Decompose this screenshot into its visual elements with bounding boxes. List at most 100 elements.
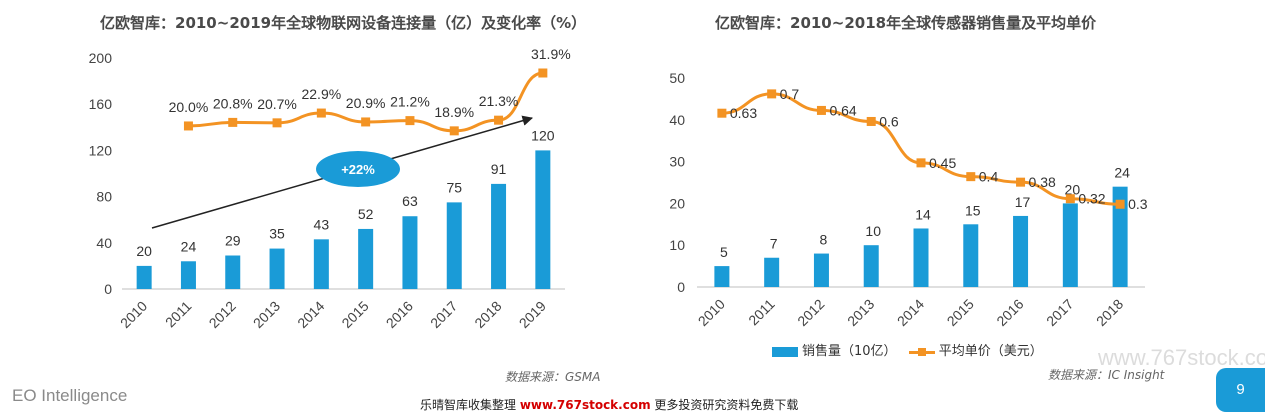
avg-price-label: 0.32 bbox=[1078, 191, 1105, 207]
chart-title-sensors: 亿欧智库：2010~2018年全球传感器销售量及平均单价 bbox=[715, 14, 1097, 32]
bar bbox=[963, 224, 979, 287]
bar bbox=[535, 150, 551, 289]
avg-price-label: 0.38 bbox=[1029, 174, 1056, 190]
source-note-gsma: 数据来源：GSMA bbox=[505, 370, 601, 384]
avg-price-label: 0.6 bbox=[879, 113, 899, 129]
y-tick-label: 80 bbox=[96, 189, 112, 205]
bar bbox=[491, 183, 507, 289]
x-tick-label: 2015 bbox=[338, 298, 371, 331]
x-tick-label: 2011 bbox=[745, 296, 778, 329]
avg-price-label: 0.64 bbox=[829, 102, 856, 118]
avg-price-marker bbox=[767, 89, 777, 99]
bar-value-label: 14 bbox=[915, 206, 931, 222]
avg-price-marker bbox=[1065, 194, 1075, 204]
growth-rate-label: 20.8% bbox=[213, 95, 253, 111]
y-tick-label: 160 bbox=[89, 96, 113, 112]
bar-value-label: 75 bbox=[446, 179, 462, 195]
avg-price-label: 0.7 bbox=[780, 86, 800, 102]
growth-rate-label: 21.3% bbox=[479, 93, 519, 109]
bar bbox=[813, 253, 829, 287]
legend-item-sales: 销售量（10亿） bbox=[772, 340, 897, 359]
bar bbox=[1112, 186, 1128, 287]
bar bbox=[358, 228, 374, 289]
bar-value-label: 63 bbox=[402, 193, 418, 209]
legend-item-price: 平均单价（美元） bbox=[908, 340, 1043, 359]
avg-price-marker bbox=[1115, 199, 1125, 209]
x-tick-label: 2010 bbox=[117, 298, 150, 331]
bar-value-label: 20 bbox=[1065, 181, 1081, 197]
avg-price-marker bbox=[866, 116, 876, 126]
x-tick-label: 2013 bbox=[250, 298, 283, 331]
footer-note-prefix: 乐晴智库收集整理 bbox=[420, 398, 517, 412]
bar-value-label: 120 bbox=[531, 127, 555, 143]
bar bbox=[136, 265, 152, 289]
x-tick-label: 2017 bbox=[427, 298, 460, 331]
growth-rate-marker bbox=[228, 117, 238, 127]
x-tick-label: 2012 bbox=[206, 298, 239, 331]
bar-value-label: 43 bbox=[314, 216, 330, 232]
bar-value-label: 15 bbox=[965, 202, 981, 218]
x-tick-label: 2018 bbox=[471, 298, 504, 331]
x-tick-label: 2015 bbox=[944, 296, 977, 329]
growth-rate-marker bbox=[272, 118, 282, 128]
bar bbox=[863, 245, 879, 287]
footer-note-suffix: 更多投资研究资料免费下载 bbox=[654, 398, 799, 412]
bar bbox=[1062, 203, 1078, 287]
bar bbox=[714, 266, 730, 287]
avg-price-line bbox=[721, 92, 1121, 206]
bar bbox=[764, 257, 780, 287]
footer-url[interactable]: www.767stock.com bbox=[519, 398, 651, 412]
bar bbox=[180, 261, 196, 289]
bar-value-label: 24 bbox=[181, 238, 197, 254]
bar-value-label: 52 bbox=[358, 206, 374, 222]
x-tick-label: 2016 bbox=[993, 296, 1026, 329]
y-tick-label: 120 bbox=[89, 142, 113, 158]
bar-value-label: 17 bbox=[1015, 194, 1031, 210]
y-tick-label: 200 bbox=[89, 50, 113, 66]
y-tick-label: 10 bbox=[669, 237, 685, 253]
bar bbox=[313, 239, 329, 289]
x-tick-label: 2013 bbox=[844, 296, 877, 329]
bar-value-label: 8 bbox=[820, 232, 828, 248]
bar-value-label: 35 bbox=[269, 226, 285, 242]
avg-price-label: 0.45 bbox=[929, 155, 956, 171]
growth-rate-marker bbox=[449, 126, 459, 136]
growth-rate-label: 20.0% bbox=[169, 99, 209, 115]
x-tick-label: 2016 bbox=[383, 298, 416, 331]
avg-price-label: 0.4 bbox=[979, 169, 999, 185]
growth-rate-label: 20.9% bbox=[346, 95, 386, 111]
growth-rate-marker bbox=[494, 115, 504, 125]
legend: 销售量（10亿） 平均单价（美元） bbox=[772, 340, 1051, 359]
legend-bar-swatch bbox=[772, 346, 798, 357]
x-tick-label: 2014 bbox=[894, 296, 927, 329]
y-tick-label: 20 bbox=[669, 195, 685, 211]
page-number-badge: 9 bbox=[1216, 368, 1265, 412]
chart-title-iot: 亿欧智库：2010~2019年全球物联网设备连接量（亿）及变化率（%） bbox=[100, 14, 587, 32]
avg-price-marker bbox=[966, 172, 976, 182]
growth-rate-marker bbox=[183, 121, 193, 131]
bar bbox=[446, 202, 462, 289]
growth-rate-label: 22.9% bbox=[301, 86, 341, 102]
bar-value-label: 20 bbox=[136, 243, 152, 259]
bar bbox=[269, 248, 285, 289]
bar-value-label: 7 bbox=[770, 236, 778, 252]
growth-rate-marker bbox=[538, 68, 548, 78]
growth-rate-marker bbox=[405, 116, 415, 126]
bar-value-label: 24 bbox=[1114, 165, 1130, 181]
bar-value-label: 5 bbox=[720, 244, 728, 260]
cagr-badge-label: +22% bbox=[341, 162, 375, 177]
x-tick-label: 2017 bbox=[1043, 296, 1076, 329]
avg-price-marker bbox=[717, 108, 727, 118]
avg-price-marker bbox=[1016, 177, 1026, 187]
bar bbox=[1013, 215, 1029, 287]
x-tick-label: 2019 bbox=[516, 298, 549, 331]
growth-rate-label: 18.9% bbox=[434, 104, 474, 120]
y-tick-label: 0 bbox=[104, 281, 112, 297]
growth-rate-label: 31.9% bbox=[531, 46, 571, 62]
y-tick-label: 40 bbox=[96, 235, 112, 251]
watermark: www.767stock.com bbox=[1098, 345, 1265, 370]
avg-price-marker bbox=[916, 158, 926, 168]
bar-value-label: 10 bbox=[865, 223, 881, 239]
avg-price-label: 0.63 bbox=[730, 105, 757, 121]
x-tick-label: 2012 bbox=[794, 296, 827, 329]
